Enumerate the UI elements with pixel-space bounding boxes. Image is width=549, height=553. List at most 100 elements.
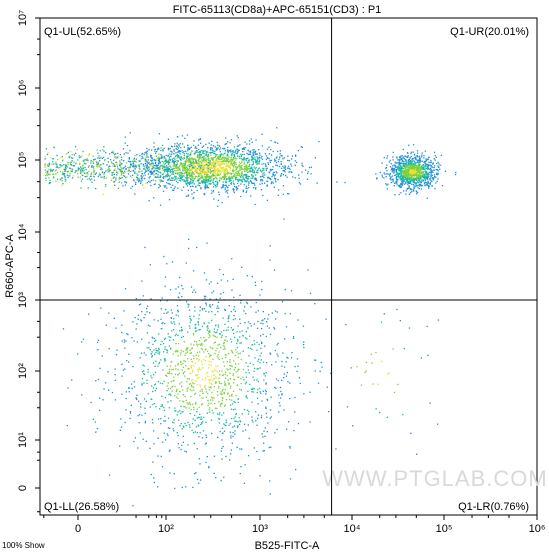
event-dot [45, 177, 47, 179]
event-dot [164, 360, 166, 362]
event-dot [263, 372, 265, 375]
event-dot [221, 458, 223, 460]
event-dot [162, 190, 165, 192]
event-dot [220, 293, 222, 295]
event-dot [427, 164, 430, 166]
event-dot [423, 155, 425, 157]
event-dot [223, 476, 225, 478]
event-dot [208, 311, 210, 313]
event-dot [148, 177, 151, 179]
event-dot [240, 176, 242, 178]
event-dot [167, 173, 169, 176]
event-dot [210, 419, 213, 421]
event-dot [251, 174, 253, 176]
event-dot [417, 170, 419, 172]
event-dot [172, 428, 174, 430]
event-dot [287, 159, 289, 162]
event-dot [48, 169, 50, 171]
event-dot [254, 174, 257, 176]
event-dot [399, 160, 401, 162]
event-dot [235, 187, 237, 189]
event-dot [171, 390, 173, 392]
event-dot [246, 187, 248, 190]
event-dot [196, 170, 198, 172]
event-dot [198, 314, 200, 316]
event-dot [385, 166, 388, 169]
event-dot [199, 157, 201, 159]
event-dot [199, 310, 201, 312]
event-dot [234, 430, 236, 432]
event-dot [178, 149, 180, 152]
event-dot [209, 354, 211, 356]
event-dot [221, 171, 223, 173]
event-dot [211, 311, 213, 313]
event-dot [205, 170, 207, 173]
event-dot [265, 393, 267, 395]
event-dot [209, 160, 211, 162]
event-dot [204, 157, 207, 159]
event-dot [391, 168, 393, 170]
event-dot [251, 401, 253, 403]
event-dot [411, 189, 413, 191]
event-dot [230, 385, 232, 387]
event-dot [121, 171, 123, 173]
event-dot [181, 166, 184, 168]
event-dot [426, 177, 429, 179]
event-dot [225, 162, 227, 164]
event-dot [270, 139, 272, 142]
event-dot [214, 150, 216, 153]
event-dot [247, 171, 249, 173]
event-dot [121, 169, 123, 171]
event-dot [123, 310, 125, 312]
event-dot [147, 173, 150, 175]
event-dot [108, 348, 110, 350]
event-dot [65, 167, 67, 170]
event-dot [204, 339, 206, 342]
event-dot [208, 465, 210, 468]
event-dot [415, 182, 417, 184]
event-dot [173, 171, 175, 173]
event-dot [239, 179, 241, 181]
event-dot [243, 153, 246, 156]
event-dot [205, 388, 207, 390]
event-dot [233, 314, 235, 317]
event-dot [138, 165, 140, 167]
event-dot [244, 306, 246, 308]
event-dot [94, 158, 96, 160]
event-dot [227, 189, 229, 191]
event-dot [139, 155, 141, 157]
event-dot [433, 177, 435, 179]
event-dot [189, 159, 192, 161]
event-dot [204, 168, 206, 170]
event-dot [202, 170, 204, 172]
event-dot [427, 174, 429, 176]
event-dot [326, 386, 328, 388]
event-dot [132, 162, 134, 165]
event-dot [175, 165, 177, 168]
event-dot [195, 146, 197, 148]
event-dot [197, 144, 199, 146]
event-dot [87, 187, 89, 189]
event-dot [235, 363, 237, 365]
event-dot [178, 165, 181, 167]
event-dot [245, 362, 247, 364]
event-dot [141, 383, 143, 385]
event-dot [181, 165, 183, 167]
event-dot [174, 407, 176, 409]
event-dot [175, 167, 177, 170]
event-dot [218, 343, 221, 346]
event-dot [163, 255, 165, 258]
event-dot [70, 168, 72, 170]
event-dot [120, 426, 123, 428]
event-dot [210, 144, 212, 146]
event-dot [414, 156, 417, 158]
event-dot [166, 161, 168, 163]
event-dot [190, 365, 192, 367]
event-dot [55, 169, 57, 171]
event-dot [246, 175, 248, 178]
event-dot [164, 285, 166, 287]
event-dot [243, 148, 245, 150]
event-dot [234, 336, 236, 338]
event-dot [245, 170, 247, 172]
event-dot [235, 163, 237, 165]
